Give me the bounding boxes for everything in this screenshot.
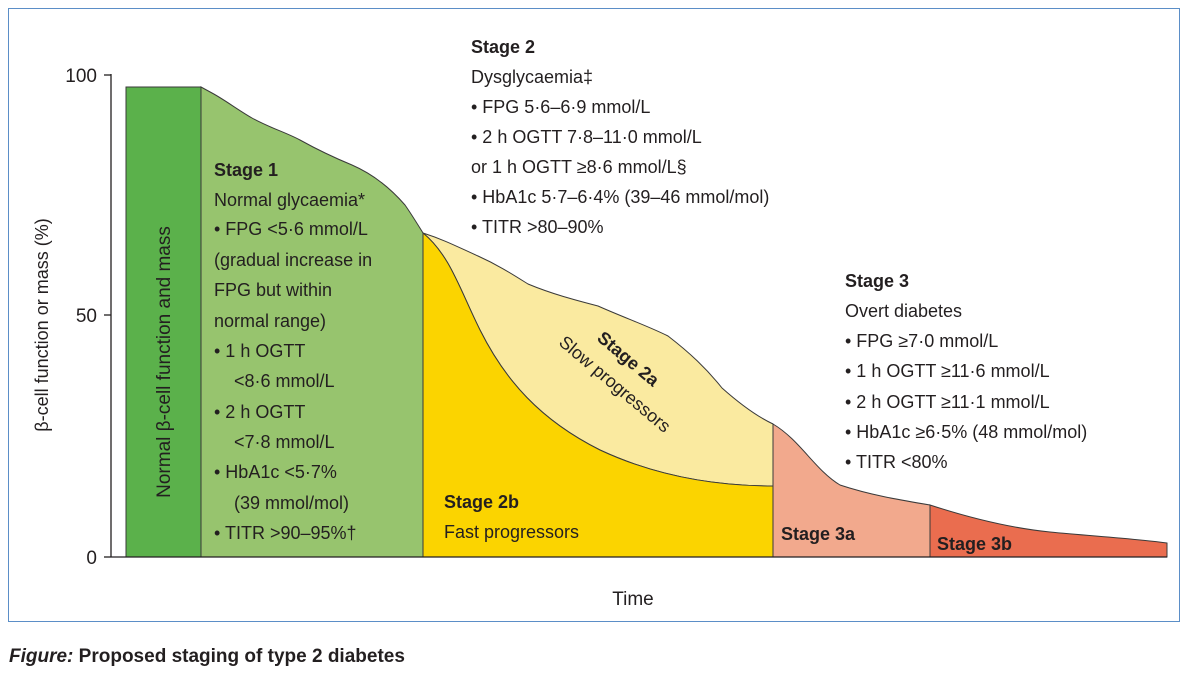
stage3b-title: Stage 3b [937,534,1012,554]
stage1-line: • FPG <5·6 mmol/L [214,219,368,239]
stage3-line: • HbA1c ≥6·5% (48 mmol/mol) [845,422,1087,442]
stage3-line: • FPG ≥7·0 mmol/L [845,331,998,351]
stage2-line: • TITR >80–90% [471,217,604,237]
stage1-line: • TITR >90–95%† [214,523,357,543]
stage1-line: (39 mmol/mol) [234,493,349,513]
stage2-line: • HbA1c 5·7–6·4% (39–46 mmol/mol) [471,187,769,207]
stage1-line: • HbA1c <5·7% [214,462,337,482]
stage1-region [200,86,424,558]
stage1-line: normal range) [214,311,326,331]
stage1-title: Stage 1 [214,160,278,180]
stage2-title: Stage 2 [471,37,535,57]
stage1-subtitle: Normal glycaemia* [214,190,365,210]
stage2-line: or 1 h OGTT ≥8·6 mmol/L§ [471,157,687,177]
stage1-line: <8·6 mmol/L [234,371,335,391]
stage1-line: • 1 h OGTT [214,341,305,361]
stage1-line: (gradual increase in [214,250,372,270]
x-axis-label: Time [612,589,654,610]
caption-title: Proposed staging of type 2 diabetes [78,646,405,667]
figure-caption: Figure: Proposed staging of type 2 diabe… [9,646,405,668]
stage2b-subtitle: Fast progressors [444,522,579,542]
normal-region [125,86,202,558]
stage3a-region [772,423,931,558]
stage2-fast-region [422,231,774,558]
stage3-line: • 1 h OGTT ≥11·6 mmol/L [845,361,1050,381]
stage2-line: • FPG 5·6–6·9 mmol/L [471,97,650,117]
stage1-line: <7·8 mmol/L [234,432,335,452]
stage2-subtitle: Dysglycaemia‡ [471,67,593,87]
y-tick-label-100: 100 [65,66,97,87]
stage3-line: • TITR <80% [845,452,948,472]
stage3-title: Stage 3 [845,271,909,291]
stage1-line: FPG but within [214,280,332,300]
stage3a-title: Stage 3a [781,524,856,544]
stage3-line: • 2 h OGTT ≥11·1 mmol/L [845,392,1050,412]
y-axis-label: β-cell function or mass (%) [32,218,52,431]
caption-label: Figure: [9,646,74,667]
staging-diagram: 100 50 0 β-cell function or mass (%) Tim… [32,37,1168,610]
stage3-subtitle: Overt diabetes [845,301,962,321]
stage1-line: • 2 h OGTT [214,402,305,422]
y-tick-label-50: 50 [76,306,97,327]
stage2b-title: Stage 2b [444,492,519,512]
y-tick-label-0: 0 [86,548,97,569]
stage2-line: • 2 h OGTT 7·8–11·0 mmol/L [471,127,702,147]
stage3b-region [929,504,1168,558]
normal-label: Normal β-cell function and mass [154,226,175,498]
